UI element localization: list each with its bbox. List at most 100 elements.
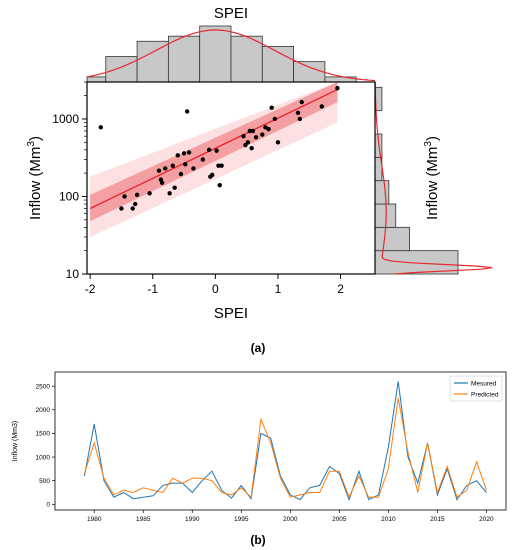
top-histogram-bar (86, 76, 107, 83)
legend-box (449, 375, 503, 402)
scatter-point (181, 151, 187, 156)
right-histogram-density-curve (374, 82, 493, 275)
scatter-point (159, 180, 165, 186)
scatter-point (98, 125, 103, 130)
legend-label-predicted: Predicted (471, 392, 499, 399)
scatter-point (183, 162, 188, 167)
line-x-tick-label: 2020 (479, 516, 494, 523)
scatter-point (299, 99, 304, 105)
legend: Mesured Predicted (449, 375, 503, 402)
scatter-point (241, 133, 246, 139)
line-x-tick-label: 1990 (185, 516, 200, 523)
line-x-tick-label: 1995 (234, 516, 249, 523)
scatter-point (122, 194, 127, 199)
scatter-point (119, 206, 124, 211)
line-plot-frame (54, 371, 507, 511)
top-histogram-bar (167, 35, 201, 83)
top-histogram (86, 25, 376, 83)
scatter-point (214, 148, 219, 153)
scatter-point (175, 153, 180, 158)
x-axis-label: SPEI (214, 305, 248, 322)
regression-bands (89, 82, 338, 238)
right-histogram-bar (374, 226, 410, 252)
line-y-tick-label: 2500 (36, 383, 51, 390)
line-y-tick-label: 1000 (36, 454, 51, 461)
scatter-point (200, 157, 206, 162)
y-tick-label: 100 (59, 189, 79, 203)
series-line-predicted (83, 397, 487, 499)
line-x-tick-label: 1985 (136, 516, 151, 523)
top-histogram-bar (293, 61, 326, 83)
scatter-point (170, 163, 175, 168)
scatter-point (269, 105, 274, 110)
right-histogram-bar (374, 180, 390, 205)
x-tick-label: -2 (85, 282, 96, 296)
scatter-point (249, 145, 254, 151)
top-histogram-bar (105, 56, 138, 83)
scatter-point (216, 163, 221, 168)
scatter-plot-frame (86, 81, 376, 275)
scatter-point (206, 147, 212, 153)
scatter-point (210, 172, 215, 178)
line-y-tick-label: 500 (39, 478, 50, 485)
scatter-point (163, 166, 168, 171)
scatter-point (275, 140, 281, 145)
scatter-point (253, 135, 259, 140)
x-tick-label: 2 (337, 282, 344, 296)
line-y-tick-label: 0 (46, 502, 50, 509)
legend-label-mesured: Mesured (471, 381, 497, 388)
scatter-point (272, 116, 278, 122)
scatter-points (98, 85, 340, 211)
x-tick-label: -1 (147, 282, 158, 296)
scatter-point (134, 192, 140, 198)
series-line-mesured (83, 381, 487, 502)
line-axes: 1980 1985 1990 1995 2000 2005 2010 2015 2020 0 500… (36, 383, 494, 523)
line-y-axis-label: Inflow (Mm3) (12, 421, 19, 461)
scatter-point (250, 128, 256, 134)
confidence-band (90, 82, 338, 222)
scatter-point (245, 140, 251, 145)
y-axis-label-text: Inflow (Mm (27, 147, 44, 220)
line-x-tick-label: 2000 (283, 516, 298, 523)
top-histogram-bar (230, 35, 263, 83)
x-tick-label: 0 (212, 282, 219, 296)
line-x-tick-label: 2005 (332, 516, 347, 523)
scatter-point (335, 85, 340, 91)
y-tick-label: 10 (66, 267, 80, 281)
right-axis-label: Inflow (Mm3) (423, 136, 441, 220)
scatter-point (147, 191, 152, 196)
y-axis-label-close: ) (27, 136, 44, 141)
line-x-tick-label: 2010 (381, 516, 396, 523)
scatter-axes: -2 -1 0 1 2 10 100 1000 (52, 81, 344, 296)
x-tick-label: 1 (275, 282, 282, 296)
right-axis-label-close: ) (424, 136, 441, 141)
scatter-point (295, 110, 301, 116)
panel-label-b: (b) (250, 533, 265, 547)
line-y-tick-label: 1500 (36, 431, 51, 438)
top-histogram-title: SPEI (214, 5, 248, 22)
scatter-point (266, 126, 271, 132)
line-x-tick-label: 2015 (430, 516, 445, 523)
scatter-point (297, 116, 303, 122)
top-histogram-bar (199, 25, 232, 83)
top-histogram-density-curve (86, 29, 376, 82)
scatter-point (219, 163, 224, 168)
scatter-point (191, 166, 196, 171)
y-axis-label-superscript: 3 (26, 141, 37, 147)
scatter-point (243, 142, 248, 148)
scatter-point (167, 191, 172, 196)
scatter-point (247, 128, 252, 134)
panel-label-a: (a) (251, 341, 266, 355)
scatter-point (260, 132, 265, 137)
scatter-point (186, 150, 192, 155)
scatter-point (217, 182, 222, 188)
y-tick-label: 1000 (52, 112, 79, 126)
line-x-tick-label: 1980 (87, 516, 102, 523)
right-axis-label-superscript: 3 (423, 141, 434, 147)
scatter-point (178, 171, 184, 177)
scatter-point (130, 206, 135, 211)
regression-line (89, 88, 338, 210)
line-series (83, 381, 487, 502)
right-axis-label-text: Inflow (Mm (424, 147, 441, 220)
